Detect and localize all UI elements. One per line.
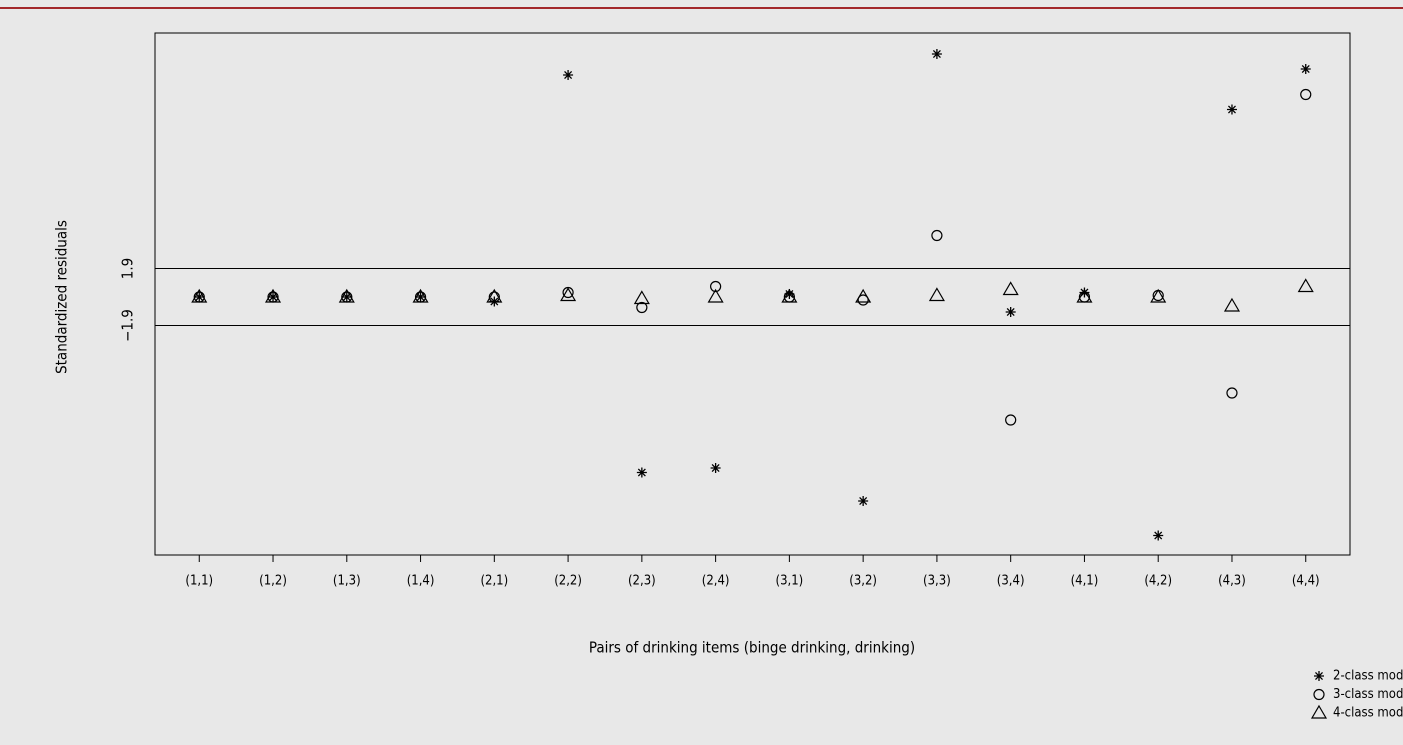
- legend-label: 3-class model: [1333, 687, 1403, 702]
- x-tick-label: (2,4): [702, 574, 730, 589]
- point: [415, 292, 426, 302]
- point: [857, 294, 869, 306]
- point: [707, 288, 724, 303]
- point: [710, 463, 721, 473]
- point: [855, 288, 872, 303]
- point: [412, 288, 429, 303]
- point: [338, 288, 355, 303]
- x-tick-label: (4,2): [1144, 574, 1172, 589]
- point: [1076, 288, 1093, 303]
- point: [633, 290, 650, 305]
- x-tick-label: (3,1): [776, 574, 804, 589]
- point: [194, 292, 205, 302]
- x-tick-label: (1,1): [185, 574, 213, 589]
- x-tick-label: (1,2): [259, 574, 287, 589]
- y-axis-label: Standardized residuals: [53, 220, 71, 374]
- point: [268, 292, 279, 302]
- point: [781, 288, 798, 303]
- point: [1300, 64, 1311, 74]
- x-tick-label: (4,3): [1218, 574, 1246, 589]
- point: [486, 288, 503, 303]
- y-tick-label: 1.9: [119, 258, 137, 279]
- point: [1153, 530, 1164, 541]
- point: [1226, 104, 1237, 115]
- legend-marker: [1314, 671, 1324, 681]
- point: [1300, 88, 1312, 101]
- legend-label: 4-class model: [1333, 706, 1403, 721]
- legend-label: 2-class model: [1333, 669, 1403, 684]
- point: [636, 467, 647, 478]
- point: [191, 288, 208, 303]
- point: [264, 288, 282, 303]
- point: [1002, 281, 1019, 296]
- y-tick-label: −1.9: [119, 309, 137, 342]
- point: [1297, 278, 1314, 293]
- x-tick-label: (2,3): [628, 574, 656, 589]
- legend-marker: [1310, 704, 1328, 719]
- point: [931, 229, 943, 242]
- x-tick-label: (2,1): [480, 574, 508, 589]
- x-tick-label: (4,4): [1292, 574, 1320, 589]
- x-tick-label: (2,2): [554, 574, 582, 589]
- point: [560, 287, 577, 302]
- legend-marker: [1313, 688, 1325, 701]
- x-tick-label: (1,4): [407, 574, 435, 589]
- x-tick-label: (3,2): [849, 574, 877, 589]
- x-tick-label: (3,4): [997, 574, 1025, 589]
- point: [1226, 387, 1238, 399]
- point: [858, 496, 869, 506]
- x-tick-label: (4,1): [1071, 574, 1099, 589]
- x-tick-label: (3,3): [923, 574, 951, 589]
- point: [784, 289, 795, 299]
- point: [1223, 297, 1241, 312]
- point: [563, 70, 574, 80]
- point: [341, 292, 352, 302]
- plot-frame: [154, 32, 1351, 556]
- point: [636, 301, 648, 314]
- point: [931, 49, 942, 59]
- point: [1150, 288, 1167, 303]
- x-axis-label: Pairs of drinking items (binge drinking,…: [589, 639, 915, 657]
- x-tick-label: (1,3): [333, 574, 361, 589]
- point: [710, 280, 722, 293]
- point: [1005, 307, 1016, 317]
- point: [928, 287, 945, 302]
- point: [1005, 414, 1017, 426]
